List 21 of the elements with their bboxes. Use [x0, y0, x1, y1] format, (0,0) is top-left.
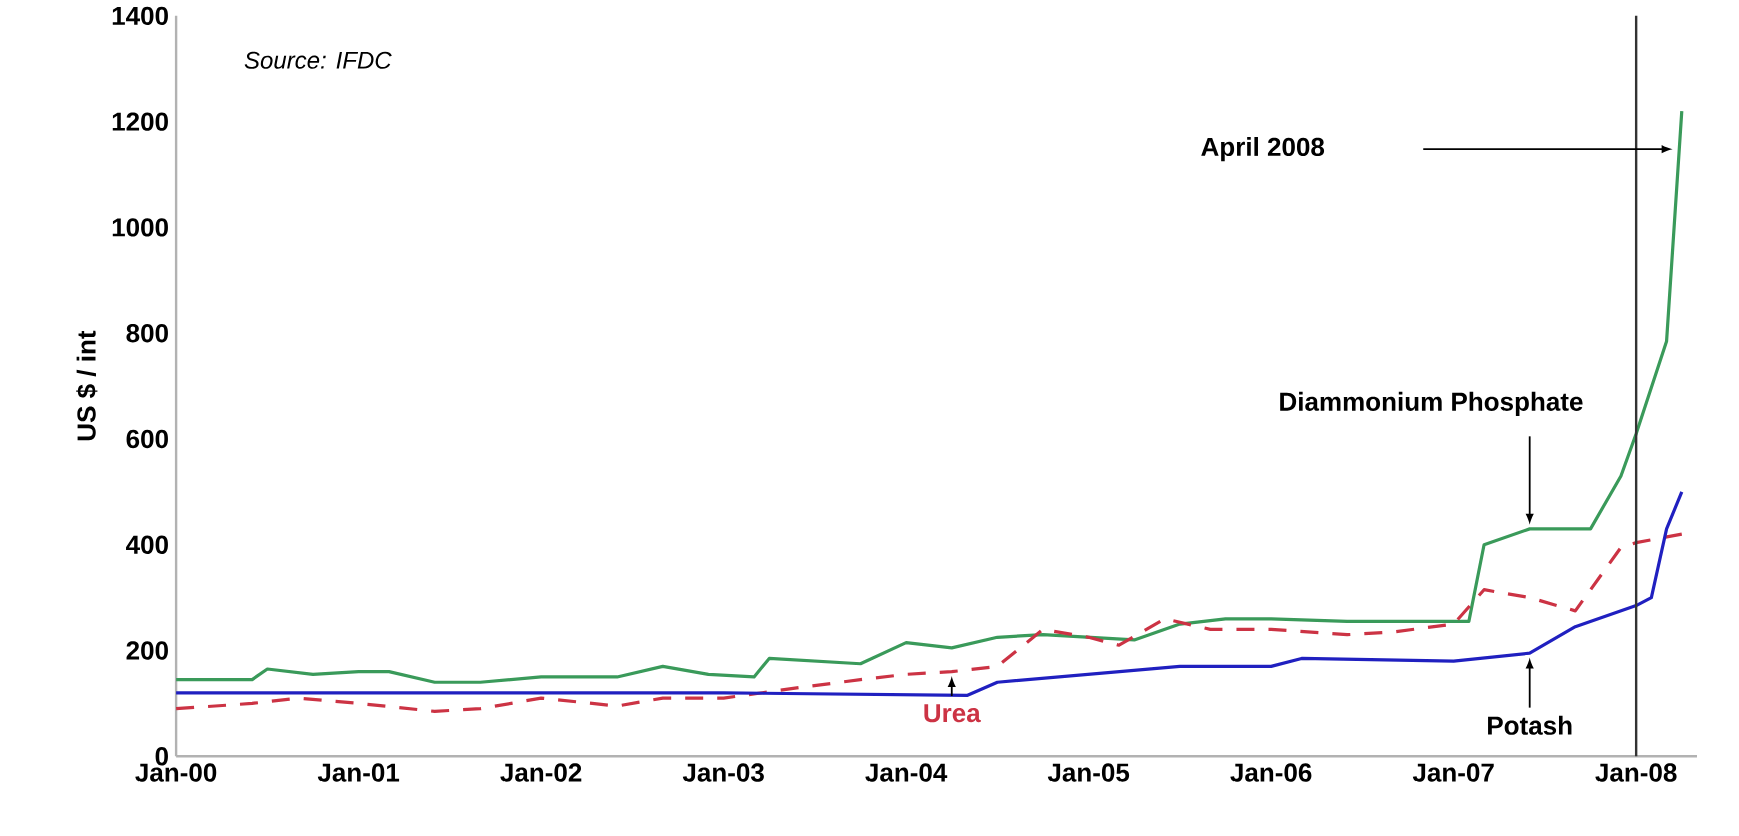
y-tick-label: 400 [126, 535, 168, 554]
x-tick-label: Jan-08 [1595, 763, 1677, 782]
annotation: April 2008 [1201, 136, 1325, 162]
y-tick-label: 1000 [112, 218, 168, 237]
x-tick-label: Jan-06 [1230, 763, 1312, 782]
text: Diammonium Phosphate [1280, 391, 1583, 416]
y-tick-label: 800 [126, 323, 168, 343]
x-tick-label: Jan-03 [682, 763, 764, 782]
y-tick-label: 1200 [112, 112, 168, 131]
y-axis-title: US $ / int [76, 330, 98, 440]
text: Potash [1488, 715, 1572, 735]
x-tick-label: Jan-05 [1047, 763, 1130, 782]
x-tick-label: Jan-01 [317, 763, 400, 782]
y-tick-label: 1400 [112, 6, 168, 25]
x-tick-label: Jan-04 [865, 763, 948, 782]
series-label: Urea [924, 703, 981, 723]
y-tick-label: 200 [126, 641, 168, 660]
y-tick-label: 600 [126, 429, 168, 448]
x-tick-label: Jan-07 [1412, 763, 1494, 782]
annotation: Source: IFDC [244, 51, 392, 69]
x-tick-label: Jan-02 [500, 763, 582, 782]
